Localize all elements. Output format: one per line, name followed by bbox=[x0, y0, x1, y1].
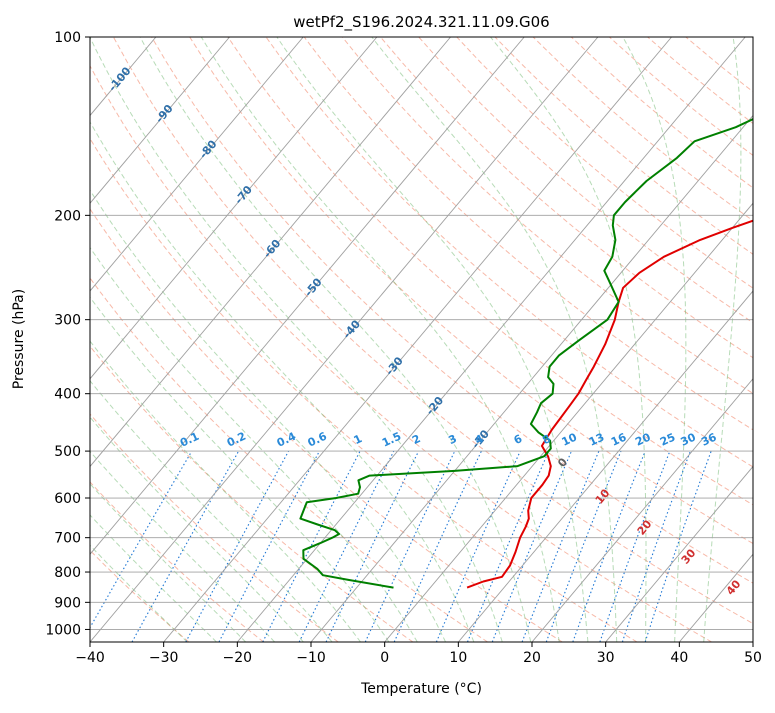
x-tick-label: 40 bbox=[670, 650, 688, 666]
y-tick-label: 900 bbox=[54, 595, 81, 611]
y-axis-label: Pressure (hPa) bbox=[11, 289, 27, 389]
x-tick-label: 0 bbox=[380, 650, 389, 666]
y-tick-label: 600 bbox=[54, 491, 81, 507]
x-tick-label: −20 bbox=[223, 650, 253, 666]
x-tick-label: 20 bbox=[523, 650, 541, 666]
x-tick-label: −40 bbox=[75, 650, 105, 666]
x-axis-label: Temperature (°C) bbox=[360, 681, 482, 697]
x-tick-label: −10 bbox=[296, 650, 326, 666]
y-tick-label: 400 bbox=[54, 387, 81, 403]
x-tick-label: 10 bbox=[449, 650, 467, 666]
x-tick-label: 30 bbox=[597, 650, 615, 666]
y-tick-label: 1000 bbox=[45, 622, 81, 638]
chart-title: wetPf2_S196.2024.321.11.09.G06 bbox=[293, 13, 549, 32]
y-tick-label: 700 bbox=[54, 531, 81, 547]
x-tick-label: 50 bbox=[744, 650, 762, 666]
y-tick-label: 500 bbox=[54, 444, 81, 460]
y-tick-label: 300 bbox=[54, 313, 81, 329]
y-tick-label: 100 bbox=[54, 30, 81, 46]
y-tick-label: 800 bbox=[54, 565, 81, 581]
x-tick-label: −30 bbox=[149, 650, 179, 666]
y-tick-label: 200 bbox=[54, 208, 81, 224]
